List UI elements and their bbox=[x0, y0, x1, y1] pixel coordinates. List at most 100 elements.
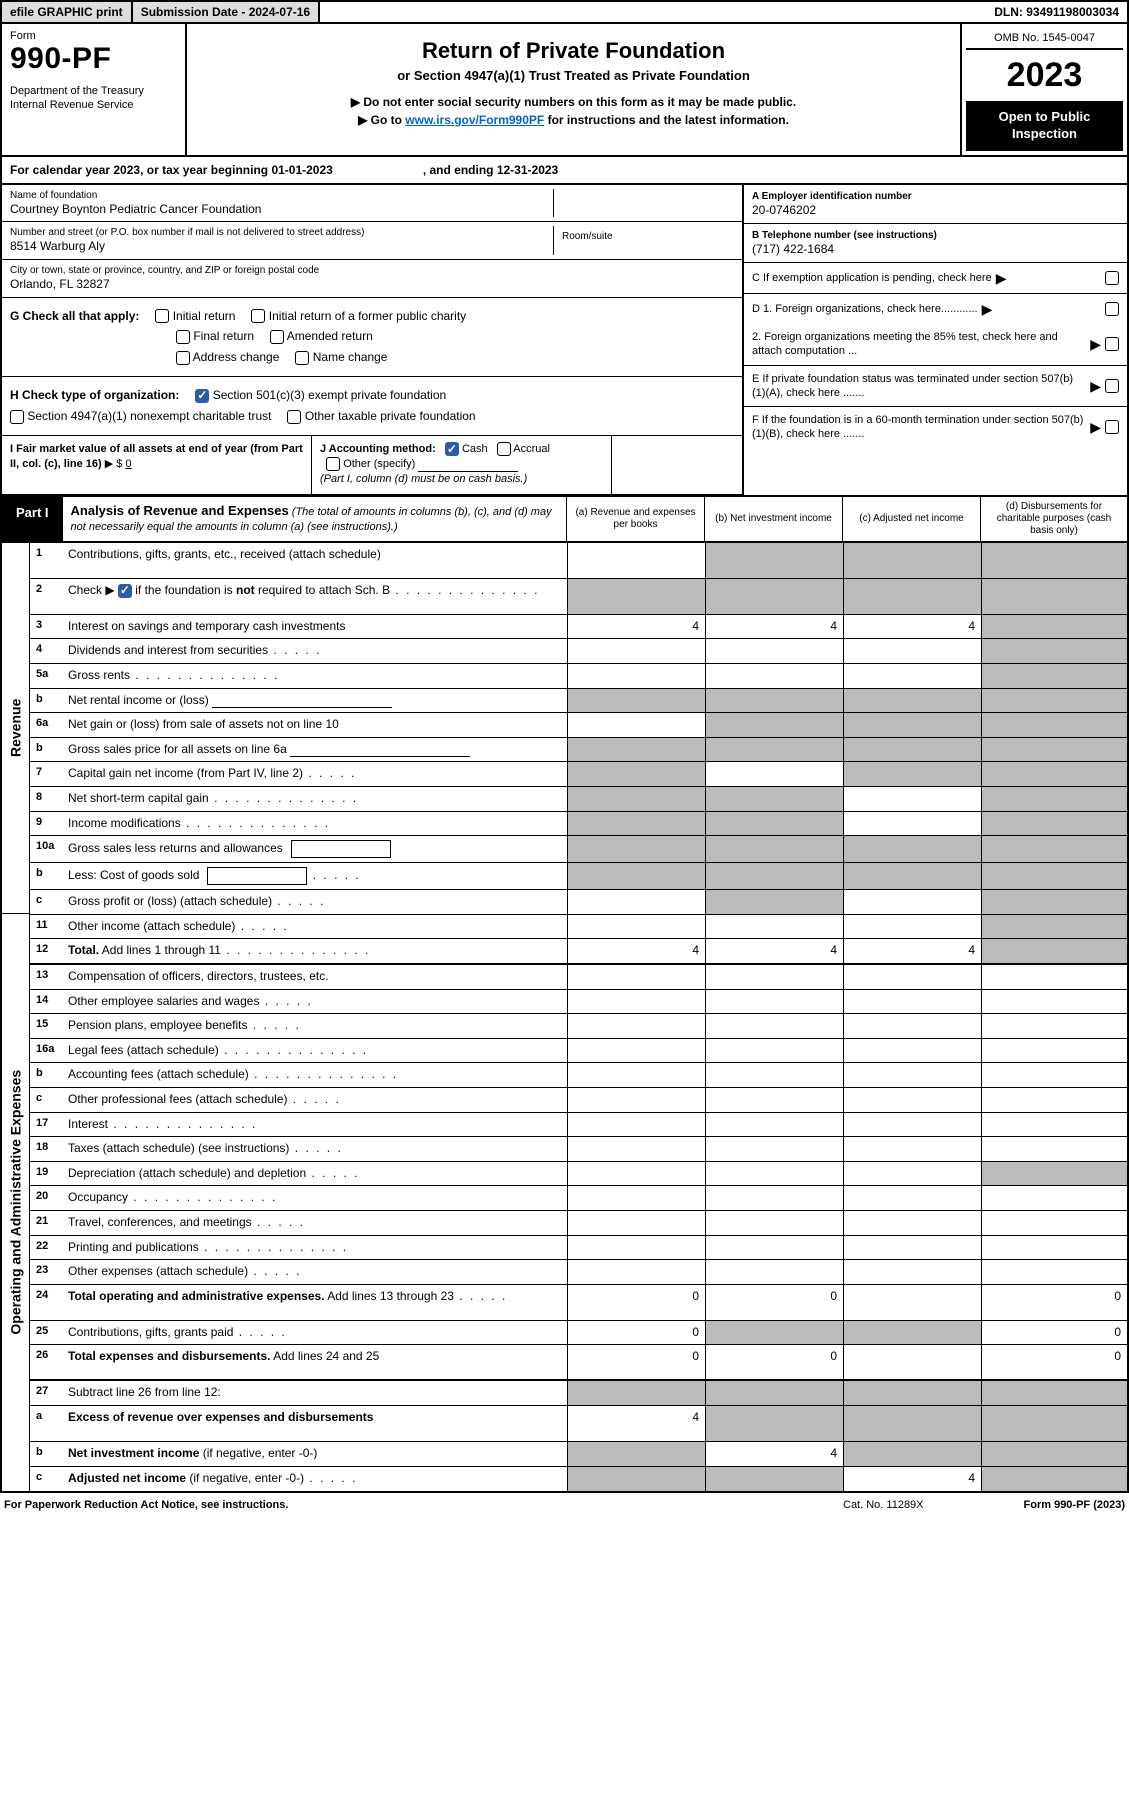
table-cell bbox=[705, 689, 843, 713]
line-number: 14 bbox=[30, 990, 68, 1014]
chk-address-change[interactable] bbox=[176, 351, 190, 365]
chk-exemption-pending[interactable] bbox=[1105, 271, 1119, 285]
line-description: Income modifications bbox=[68, 812, 567, 836]
line-number: b bbox=[30, 1442, 68, 1466]
opt-cash: Cash bbox=[462, 443, 488, 455]
chk-initial-former[interactable] bbox=[251, 309, 265, 323]
table-cell bbox=[981, 863, 1127, 889]
table-row: 4Dividends and interest from securities bbox=[30, 639, 1127, 664]
table-row: 16aLegal fees (attach schedule) bbox=[30, 1039, 1127, 1064]
line-description: Total operating and administrative expen… bbox=[68, 1285, 567, 1320]
table-cell bbox=[981, 1039, 1127, 1063]
table-cell bbox=[843, 1162, 981, 1186]
table-cell bbox=[981, 836, 1127, 862]
irs-link[interactable]: www.irs.gov/Form990PF bbox=[405, 113, 544, 127]
chk-4947a1[interactable] bbox=[10, 410, 24, 424]
chk-e[interactable] bbox=[1105, 379, 1119, 393]
phone-label: B Telephone number (see instructions) bbox=[752, 230, 937, 241]
h-label: H Check type of organization: bbox=[10, 388, 179, 402]
chk-d1[interactable] bbox=[1105, 302, 1119, 316]
table-cell bbox=[567, 762, 705, 786]
chk-sch-b[interactable] bbox=[118, 584, 132, 598]
chk-other-method[interactable] bbox=[326, 457, 340, 471]
table-cell bbox=[843, 1039, 981, 1063]
table-cell bbox=[705, 1186, 843, 1210]
chk-name-change[interactable] bbox=[295, 351, 309, 365]
efile-print-button[interactable]: efile GRAPHIC print bbox=[2, 2, 133, 22]
chk-amended-return[interactable] bbox=[270, 330, 284, 344]
line-number: 11 bbox=[30, 915, 68, 939]
line-number: 23 bbox=[30, 1260, 68, 1284]
line-description: Gross sales less returns and allowances bbox=[68, 836, 567, 862]
i-label: I Fair market value of all assets at end… bbox=[10, 443, 303, 470]
line-number: 19 bbox=[30, 1162, 68, 1186]
e-terminated: E If private foundation status was termi… bbox=[752, 372, 1086, 401]
line-number: 16a bbox=[30, 1039, 68, 1063]
footer-cat-no: Cat. No. 11289X bbox=[843, 1499, 924, 1511]
table-cell bbox=[705, 787, 843, 811]
table-cell bbox=[705, 863, 843, 889]
chk-initial-return[interactable] bbox=[155, 309, 169, 323]
chk-f[interactable] bbox=[1105, 420, 1119, 434]
table-cell bbox=[981, 1211, 1127, 1235]
table-cell bbox=[981, 1442, 1127, 1466]
line-description: Excess of revenue over expenses and disb… bbox=[68, 1406, 567, 1441]
table-cell: 4 bbox=[843, 939, 981, 963]
line-number: 21 bbox=[30, 1211, 68, 1235]
table-cell bbox=[567, 1039, 705, 1063]
table-cell bbox=[843, 579, 981, 614]
chk-cash[interactable] bbox=[445, 442, 459, 456]
table-cell bbox=[843, 1137, 981, 1161]
table-cell bbox=[843, 787, 981, 811]
table-cell bbox=[567, 664, 705, 688]
line-description: Accounting fees (attach schedule) bbox=[68, 1063, 567, 1087]
line-description: Net gain or (loss) from sale of assets n… bbox=[68, 713, 567, 737]
table-cell: 0 bbox=[567, 1345, 705, 1379]
table-cell bbox=[843, 1442, 981, 1466]
table-cell bbox=[705, 1014, 843, 1038]
chk-final-return[interactable] bbox=[176, 330, 190, 344]
table-cell: 0 bbox=[981, 1321, 1127, 1345]
line-description: Contributions, gifts, grants paid bbox=[68, 1321, 567, 1345]
line-number: 13 bbox=[30, 965, 68, 989]
table-row: bNet investment income (if negative, ent… bbox=[30, 1442, 1127, 1467]
opt-amended-return: Amended return bbox=[287, 329, 373, 343]
line-number: 1 bbox=[30, 543, 68, 578]
chk-501c3[interactable] bbox=[195, 389, 209, 403]
line-number: b bbox=[30, 689, 68, 713]
opt-accrual: Accrual bbox=[513, 443, 550, 455]
cal-year-end: , and ending 12-31-2023 bbox=[423, 163, 558, 177]
table-row: 13Compensation of officers, directors, t… bbox=[30, 965, 1127, 990]
table-row: 3Interest on savings and temporary cash … bbox=[30, 615, 1127, 640]
table-cell bbox=[567, 812, 705, 836]
line-number: 7 bbox=[30, 762, 68, 786]
table-cell bbox=[567, 738, 705, 762]
line-number: 18 bbox=[30, 1137, 68, 1161]
table-cell bbox=[843, 1211, 981, 1235]
chk-d2[interactable] bbox=[1105, 337, 1119, 351]
table-row: 18Taxes (attach schedule) (see instructi… bbox=[30, 1137, 1127, 1162]
chk-accrual[interactable] bbox=[497, 442, 511, 456]
table-row: cAdjusted net income (if negative, enter… bbox=[30, 1467, 1127, 1491]
footer-form-ref: Form 990-PF (2023) bbox=[1024, 1499, 1125, 1511]
line-description: Gross sales price for all assets on line… bbox=[68, 738, 567, 762]
table-cell bbox=[981, 762, 1127, 786]
table-row: 23Other expenses (attach schedule) bbox=[30, 1260, 1127, 1285]
line-number: 12 bbox=[30, 939, 68, 963]
table-cell bbox=[567, 1063, 705, 1087]
g-label: G Check all that apply: bbox=[10, 309, 139, 323]
table-cell bbox=[705, 990, 843, 1014]
table-cell bbox=[705, 812, 843, 836]
table-cell bbox=[705, 836, 843, 862]
col-d-header: (d) Disbursements for charitable purpose… bbox=[981, 497, 1127, 541]
table-row: 2Check ▶ if the foundation is not requir… bbox=[30, 579, 1127, 615]
table-row: 14Other employee salaries and wages bbox=[30, 990, 1127, 1015]
line-number: b bbox=[30, 1063, 68, 1087]
table-cell bbox=[843, 915, 981, 939]
table-cell: 0 bbox=[981, 1345, 1127, 1379]
line-number: b bbox=[30, 863, 68, 889]
table-cell bbox=[981, 939, 1127, 963]
chk-other-taxable[interactable] bbox=[287, 410, 301, 424]
line-description: Net short-term capital gain bbox=[68, 787, 567, 811]
f-60month: F If the foundation is in a 60-month ter… bbox=[752, 413, 1086, 442]
